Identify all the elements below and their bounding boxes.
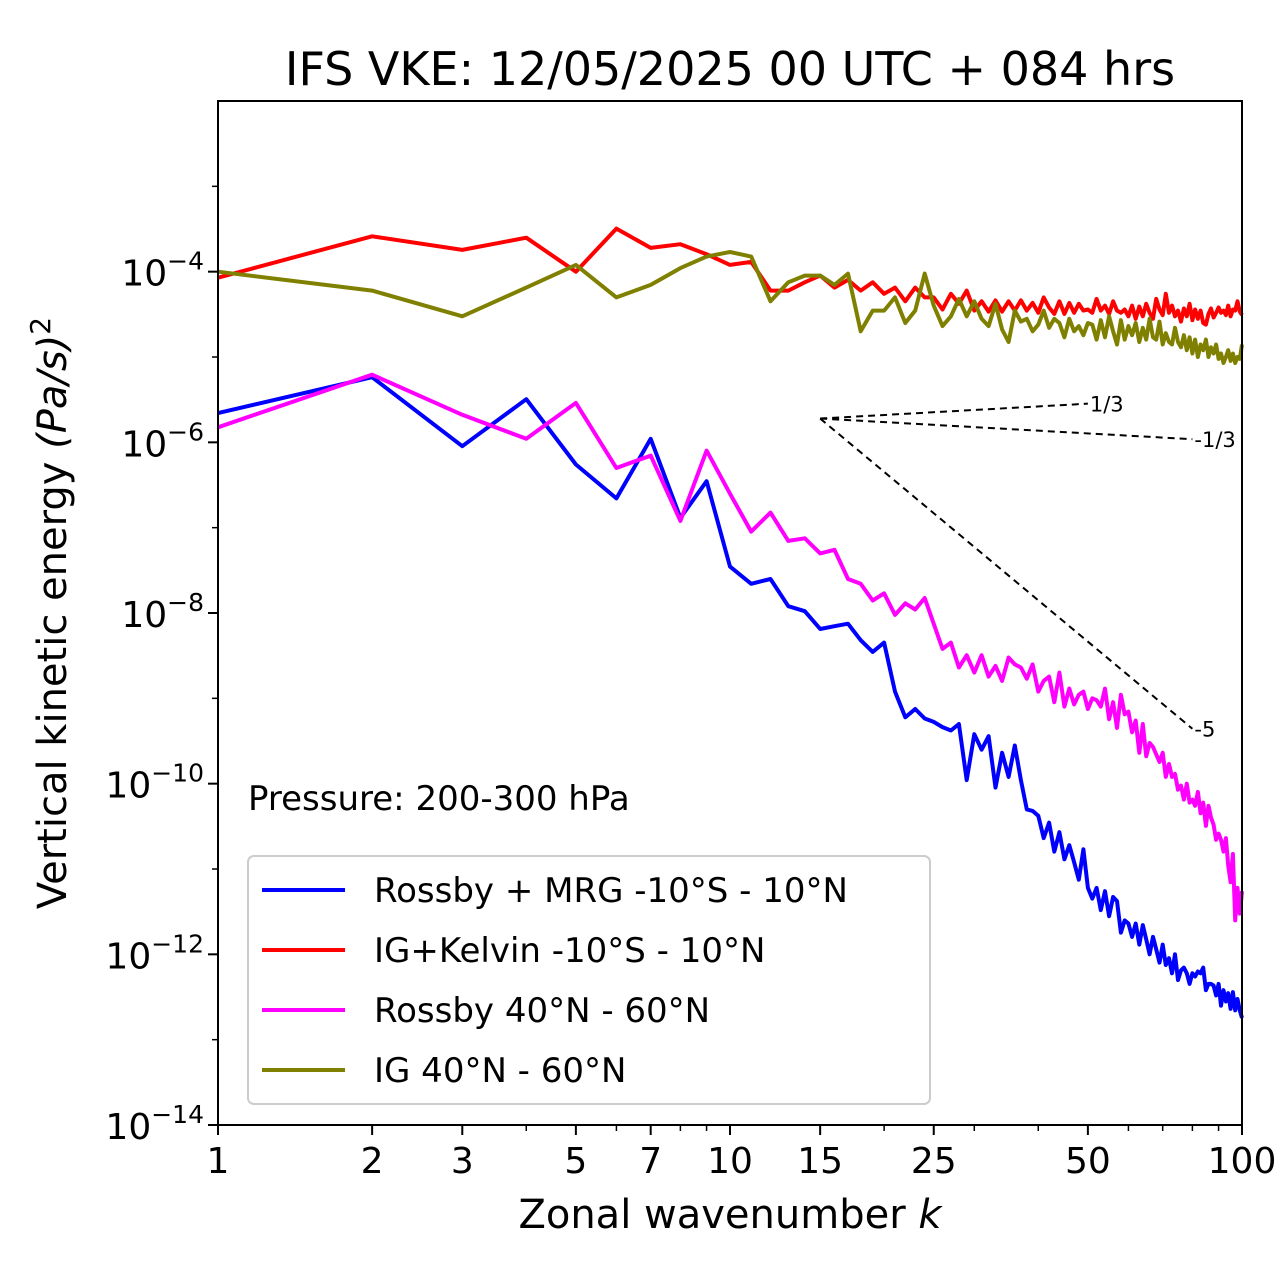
series-line-3 bbox=[217, 250, 1244, 365]
x-tick-label-5: 10 bbox=[707, 1141, 753, 1182]
x-tick-label-1: 2 bbox=[361, 1141, 384, 1182]
y-tick-label-4: 10−6 bbox=[121, 417, 204, 465]
series-line-0 bbox=[217, 375, 1244, 1019]
y-axis-label: Vertical kinetic energy (Pa/s)2 bbox=[24, 317, 76, 909]
x-axis-ticks: 1 2 3 5 7 10 15 25 50 100 bbox=[207, 1125, 1277, 1182]
x-tick-label-0: 1 bbox=[207, 1141, 230, 1182]
y-tick-label-1: 10−12 bbox=[105, 929, 204, 977]
y-tick-label-5: 10−4 bbox=[121, 247, 204, 295]
x-tick-label-4: 7 bbox=[639, 1141, 662, 1182]
y-tick-label-0: 10−14 bbox=[105, 1100, 204, 1148]
series-line-1 bbox=[217, 226, 1244, 327]
pressure-annotation: Pressure: 200-300 hPa bbox=[248, 779, 630, 819]
x-axis-label: Zonal wavenumber k bbox=[518, 1192, 943, 1238]
reference-slope-label-1: -1/3 bbox=[1194, 428, 1235, 452]
x-tick-label-2: 3 bbox=[451, 1141, 474, 1182]
legend-box bbox=[247, 855, 931, 1105]
x-tick-label-6: 15 bbox=[797, 1141, 843, 1182]
legend-label-0: Rossby + MRG -10°S - 10°N bbox=[374, 871, 848, 911]
legend-label-1: IG+Kelvin -10°S - 10°N bbox=[374, 931, 765, 971]
y-tick-label-3: 10−8 bbox=[121, 588, 204, 636]
reference-slope-line-0 bbox=[820, 402, 1088, 420]
x-tick-label-9: 100 bbox=[1208, 1141, 1277, 1182]
reference-slope-line-2 bbox=[819, 417, 1194, 730]
x-tick-label-7: 25 bbox=[911, 1141, 957, 1182]
x-tick-label-8: 50 bbox=[1065, 1141, 1111, 1182]
legend-label-3: IG 40°N - 60°N bbox=[374, 1051, 626, 1091]
series-line-2 bbox=[217, 372, 1244, 923]
y-tick-label-2: 10−10 bbox=[105, 759, 204, 807]
legend: Rossby + MRG -10°S - 10°N IG+Kelvin -10°S… bbox=[247, 855, 931, 1105]
legend-label-2: Rossby 40°N - 60°N bbox=[374, 991, 710, 1031]
reference-slope-line-1 bbox=[820, 417, 1193, 441]
reference-slope-label-2: -5 bbox=[1194, 718, 1215, 742]
reference-slopes: 1/3 -1/3 -5 bbox=[819, 393, 1236, 742]
chart-title: IFS VKE: 12/05/2025 00 UTC + 084 hrs bbox=[285, 42, 1175, 96]
series-layer bbox=[217, 226, 1244, 1019]
x-tick-label-3: 5 bbox=[564, 1141, 587, 1182]
y-axis-ticks: 10−14 10−12 10−10 10−8 10−6 10−4 bbox=[105, 185, 218, 1148]
reference-slope-label-0: 1/3 bbox=[1090, 393, 1124, 417]
